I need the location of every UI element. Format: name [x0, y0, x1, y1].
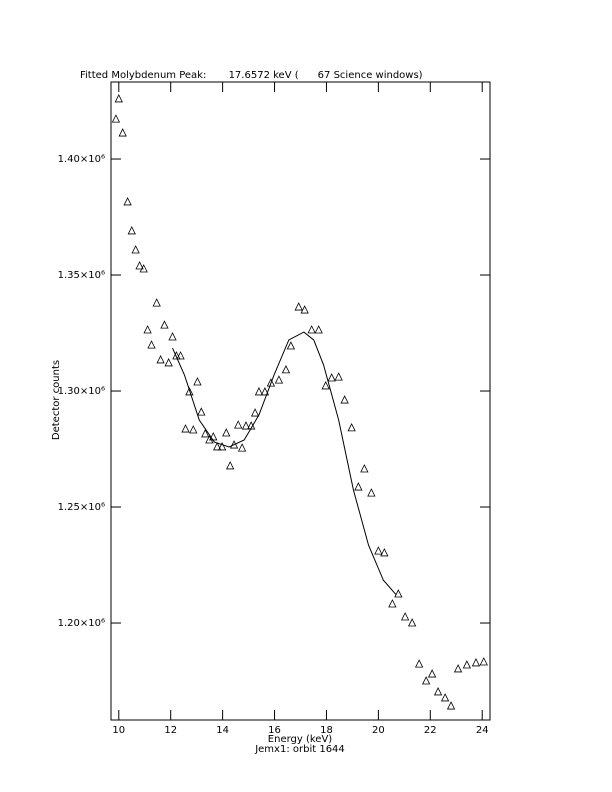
triangle-marker	[201, 429, 210, 438]
y-tick-label: 1.35×10⁶	[58, 270, 105, 281]
y-tick-label: 1.20×10⁶	[58, 618, 105, 629]
triangle-marker	[229, 440, 239, 449]
triangle-marker	[440, 693, 450, 702]
chart-title: Fitted Molybdenum Peak: 17.6572 keV ( 67…	[80, 70, 423, 81]
triangle-marker	[254, 387, 264, 396]
y-tick-label: 1.25×10⁶	[58, 502, 105, 513]
plot-frame	[110, 81, 491, 721]
triangle-marker	[321, 381, 330, 390]
triangle-marker	[380, 548, 389, 557]
y-axis-label: Detector counts	[51, 360, 62, 440]
triangle-marker	[237, 443, 247, 452]
triangle-marker	[334, 372, 343, 381]
triangle-marker	[266, 378, 276, 387]
triangle-marker	[118, 128, 127, 137]
triangle-marker	[152, 298, 161, 307]
triangle-marker	[189, 425, 198, 434]
triangle-marker	[414, 659, 424, 668]
x-tick-label: 14	[216, 725, 229, 736]
triangle-marker	[281, 365, 291, 374]
x-tick-label: 24	[476, 725, 489, 736]
triangle-marker	[164, 358, 173, 367]
triangle-marker	[156, 355, 165, 364]
triangle-marker	[185, 387, 194, 396]
triangle-marker	[181, 424, 190, 433]
triangle-marker	[314, 325, 323, 334]
triangle-marker	[168, 332, 177, 341]
triangle-marker	[127, 226, 136, 235]
triangle-marker	[400, 612, 410, 621]
triangle-marker	[123, 197, 132, 206]
triangle-marker	[260, 387, 270, 396]
triangle-marker	[205, 435, 214, 444]
triangle-marker	[433, 687, 443, 696]
triangle-marker	[354, 482, 363, 491]
triangle-marker	[143, 325, 152, 334]
x-tick-label: 16	[268, 725, 281, 736]
triangle-marker	[160, 320, 169, 329]
x-tick-label: 18	[320, 725, 333, 736]
triangle-marker	[147, 340, 156, 349]
x-tick-label: 10	[112, 725, 125, 736]
x-tick-label: 12	[164, 725, 177, 736]
triangle-marker	[327, 373, 336, 382]
triangle-marker	[294, 302, 303, 311]
triangle-marker	[114, 94, 123, 103]
triangle-marker	[340, 395, 349, 404]
x-tick-label: 20	[372, 725, 385, 736]
triangle-marker	[172, 351, 181, 360]
triangle-marker	[286, 341, 296, 350]
triangle-marker	[446, 701, 456, 710]
fit-line	[172, 331, 397, 596]
x-axis-label: Energy (keV)	[268, 734, 333, 745]
y-tick-label: 1.30×10⁶	[58, 386, 105, 397]
triangle-marker	[217, 442, 227, 451]
triangle-marker	[360, 464, 369, 473]
triangle-marker	[197, 407, 206, 416]
triangle-marker	[300, 305, 309, 314]
triangle-marker	[139, 264, 148, 273]
triangle-marker	[394, 589, 403, 598]
triangle-marker	[111, 114, 121, 123]
triangle-marker	[176, 351, 185, 360]
triangle-marker	[213, 442, 222, 451]
y-tick-label: 1.40×10⁶	[58, 154, 105, 165]
subtitle: Jemx1: orbit 1644	[254, 744, 345, 755]
triangle-marker	[347, 423, 356, 432]
triangle-marker	[367, 488, 376, 497]
triangle-marker	[222, 428, 231, 437]
triangle-marker	[462, 660, 472, 669]
triangle-marker	[427, 669, 437, 678]
triangle-marker	[407, 618, 417, 627]
triangle-marker	[274, 375, 284, 384]
x-tick-label: 22	[424, 725, 437, 736]
triangle-marker	[307, 325, 316, 334]
triangle-marker	[226, 461, 235, 470]
triangle-marker	[193, 377, 202, 386]
triangle-marker	[374, 546, 383, 555]
triangle-marker	[479, 657, 488, 666]
triangle-marker	[388, 599, 397, 608]
triangle-marker	[471, 658, 481, 667]
triangle-marker	[131, 245, 140, 254]
triangle-marker	[250, 408, 260, 417]
triangle-marker	[453, 664, 463, 673]
triangle-marker	[234, 420, 243, 429]
triangle-marker	[421, 676, 431, 685]
triangle-marker	[241, 421, 251, 430]
triangle-marker	[135, 261, 144, 270]
